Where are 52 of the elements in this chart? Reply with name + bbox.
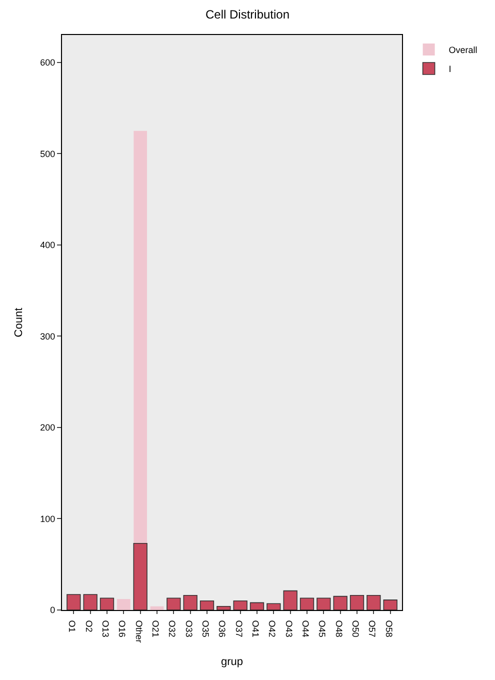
bar	[216, 606, 231, 610]
x-tick-label: O33	[184, 620, 194, 638]
chart-title: Cell Distribution	[205, 8, 290, 22]
x-tick-label: Other	[134, 620, 144, 643]
y-tick-label: 600	[40, 58, 56, 68]
x-tick-label: O2	[84, 620, 94, 632]
bar	[166, 598, 181, 610]
x-tick-label: O21	[150, 620, 160, 638]
x-axis-title: grup	[220, 656, 244, 668]
y-axis-title: Count	[12, 308, 25, 338]
bar	[117, 599, 130, 610]
x-tick-label: O37	[234, 620, 244, 638]
x-tick-label: O41	[250, 620, 260, 638]
x-tick-label: O57	[367, 620, 378, 638]
bar	[233, 600, 248, 610]
x-tick-label: O50	[350, 620, 360, 638]
y-tick-label: 500	[40, 148, 56, 159]
bar	[266, 603, 281, 610]
x-tick-label: O36	[217, 620, 228, 638]
x-tick-label: O32	[167, 620, 178, 638]
bar	[250, 602, 264, 610]
bar	[183, 595, 198, 610]
bar	[66, 594, 81, 610]
bar	[350, 595, 364, 610]
x-tick-label: O16	[117, 620, 128, 638]
bar	[100, 598, 114, 610]
bar	[83, 594, 98, 610]
y-tick-label: 0	[50, 605, 56, 616]
x-tick-label: O45	[317, 620, 328, 638]
x-tick-label: O42	[267, 620, 278, 638]
legend-label: I	[448, 64, 452, 74]
x-tick-label: O44	[300, 620, 310, 638]
bar	[200, 600, 214, 610]
bar	[150, 606, 164, 610]
y-tick-label: 100	[40, 514, 56, 524]
x-tick-label: O35	[200, 620, 210, 638]
bar	[333, 596, 348, 610]
x-tick-label: O13	[100, 620, 110, 638]
legend-label: Overall	[448, 45, 478, 56]
bar	[133, 542, 148, 610]
x-tick-label: O43	[284, 620, 294, 638]
x-tick-label: O48	[334, 620, 344, 638]
y-tick-label: 300	[40, 331, 56, 342]
bar	[300, 598, 314, 610]
y-tick-label: 400	[40, 240, 56, 250]
bar	[383, 600, 398, 610]
y-tick-label: 200	[40, 422, 56, 433]
bar	[316, 598, 331, 610]
x-tick-label: O1	[67, 620, 78, 632]
x-tick-label: O58	[384, 620, 394, 638]
bar	[283, 590, 298, 610]
bar	[366, 595, 381, 610]
